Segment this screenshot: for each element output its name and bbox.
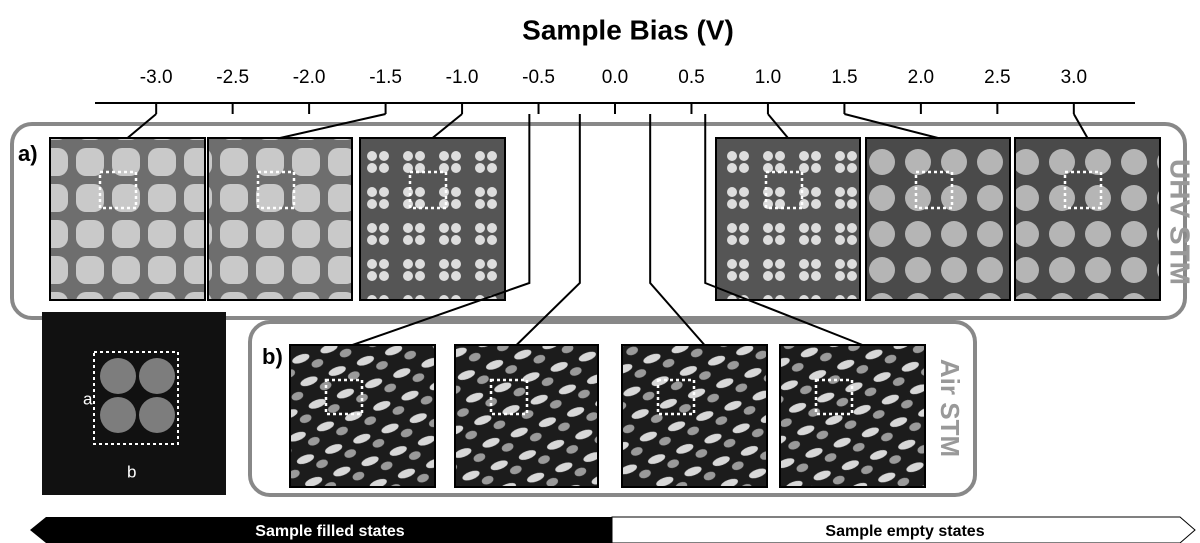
stm-image — [207, 137, 353, 301]
unit-cell-box — [256, 170, 296, 210]
tick-label: 0.5 — [678, 67, 704, 88]
state-label: Sample empty states — [825, 523, 984, 540]
stm-image — [289, 344, 436, 488]
unit-cell-box — [1063, 170, 1103, 210]
leader-line — [431, 113, 463, 139]
tick-label: -1.0 — [446, 67, 479, 88]
tick-label: -2.5 — [216, 67, 249, 88]
unit-cell-box — [914, 170, 954, 210]
stm-image — [715, 137, 861, 301]
lattice-label: b — [127, 462, 136, 481]
stm-image — [779, 344, 926, 488]
leader-line — [649, 114, 706, 346]
stm-image — [454, 344, 599, 488]
tick-label: 1.0 — [755, 67, 781, 88]
unit-cell-box — [656, 378, 696, 416]
tick-label: 0.0 — [602, 67, 628, 88]
stm-image — [359, 137, 506, 301]
tick-label: 1.5 — [831, 67, 857, 88]
leader-line — [126, 113, 157, 139]
unit-cell-box — [764, 170, 804, 210]
panel-label: b) — [262, 344, 283, 369]
lattice-label: a — [83, 389, 93, 408]
uhv-frame — [10, 122, 1187, 320]
unit-cell-box — [489, 378, 529, 416]
leader-line — [515, 114, 581, 346]
molecule-model: a b — [42, 312, 226, 495]
tick-label: -1.5 — [369, 67, 402, 88]
stm-image — [621, 344, 768, 488]
leader-line — [352, 114, 531, 346]
stm-image — [1014, 137, 1161, 301]
side-label: UHV STM — [1165, 159, 1196, 285]
tick-label: -3.0 — [140, 67, 173, 88]
leader-line — [844, 113, 939, 139]
unit-cell-box — [408, 170, 448, 210]
state-arrows: Sample filled states Sample empty states — [30, 516, 1196, 543]
tick-label: 2.0 — [908, 67, 934, 88]
side-label: Air STM — [935, 359, 965, 457]
leader-line — [767, 113, 789, 139]
tick-label: -0.5 — [522, 67, 555, 88]
tick-label: 2.5 — [984, 67, 1010, 88]
tick-label: 3.0 — [1061, 67, 1087, 88]
leader-line — [704, 114, 863, 346]
air-frame — [248, 320, 977, 497]
unit-cell-box — [98, 170, 138, 210]
panel-label: a) — [18, 141, 38, 166]
stm-image — [865, 137, 1011, 301]
unit-cell-box — [324, 378, 364, 416]
leader-line — [279, 113, 386, 139]
stm-image — [49, 137, 206, 301]
axis-title: Sample Bias (V) — [522, 14, 734, 45]
tick-label: -2.0 — [293, 67, 326, 88]
unit-cell-box — [814, 378, 854, 416]
state-label: Sample filled states — [255, 523, 404, 540]
leader-line — [1072, 113, 1089, 139]
